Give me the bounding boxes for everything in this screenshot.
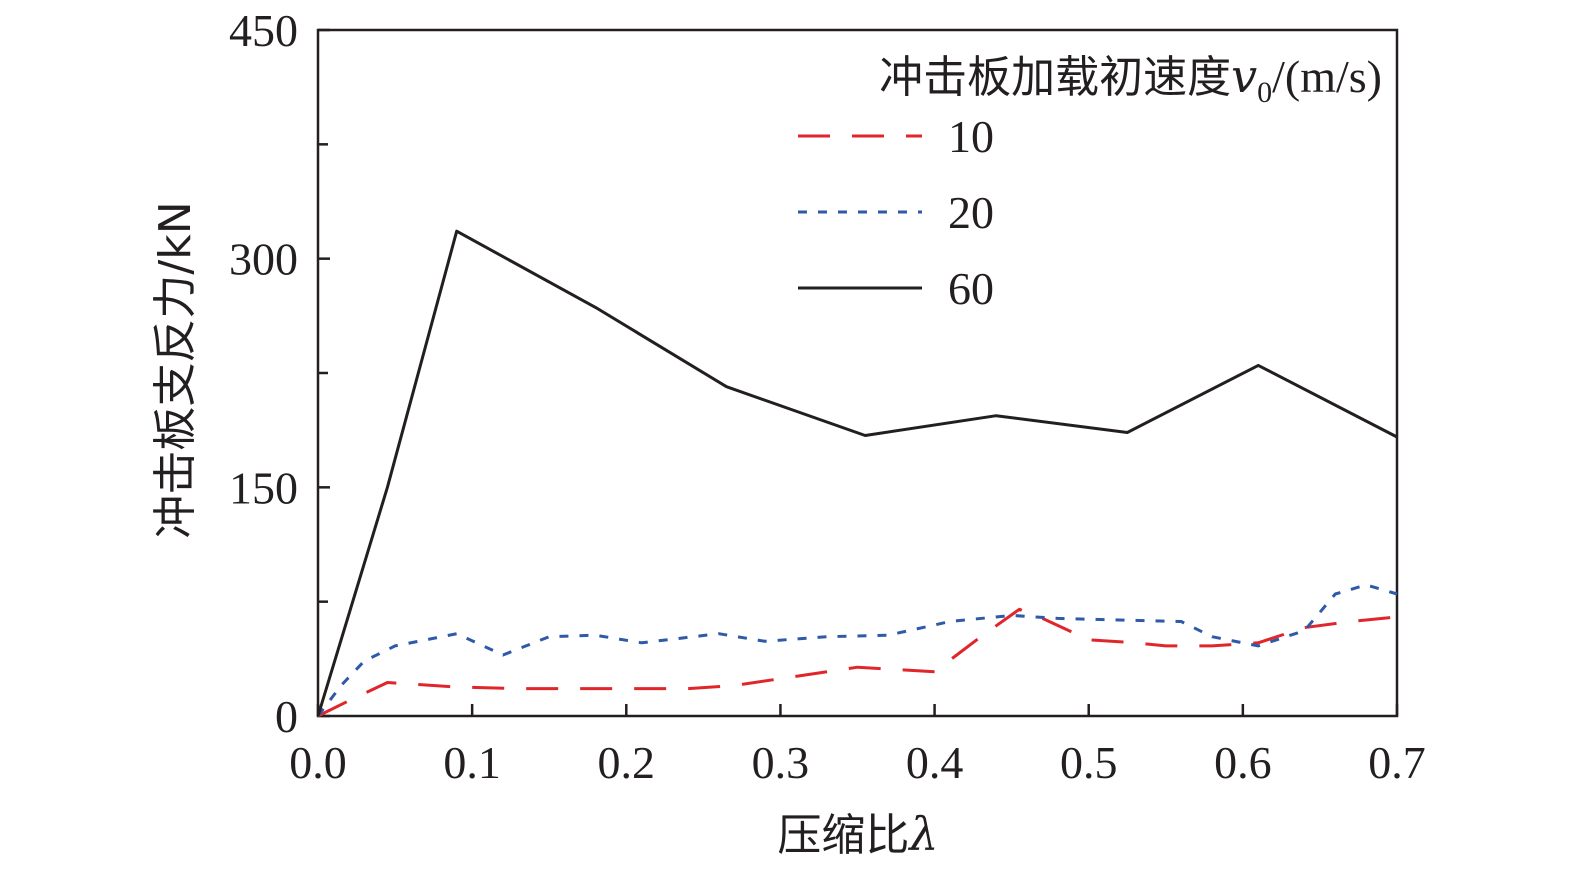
- x-tick-label: 0.1: [443, 737, 501, 788]
- legend-title: 冲击板加载初速度v0/(m/s): [879, 49, 1382, 109]
- series-line-60: [316, 229, 1398, 717]
- legend-label-60: 60: [948, 263, 994, 314]
- x-axis-title: 压缩比λ: [777, 807, 938, 861]
- series-line-20: [316, 583, 1398, 717]
- y-axis-title: 冲击板支反力/kN: [150, 201, 201, 538]
- legend-label-20: 20: [948, 187, 994, 238]
- y-tick-label: 0: [275, 691, 298, 742]
- x-tick-label: 0.2: [598, 737, 656, 788]
- tick-labels: 0.0 0.1 0.2 0.3 0.4 0.5 0.6 0.7 0 150 300 450: [229, 5, 1426, 788]
- x-tick-label: 0.3: [752, 737, 810, 788]
- legend: 冲击板加载初速度v0/(m/s) 10 20 60: [798, 49, 1382, 314]
- axes: [316, 28, 1399, 718]
- y-tick-label: 150: [229, 462, 298, 513]
- x-tick-label: 0.5: [1060, 737, 1118, 788]
- series-line-10: [317, 607, 1398, 718]
- y-tick-label: 450: [229, 5, 298, 56]
- x-tick-label: 0.4: [906, 737, 964, 788]
- legend-label-10: 10: [948, 111, 994, 162]
- plot-frame: [316, 28, 1399, 718]
- series-layer: [316, 229, 1398, 718]
- y-tick-label: 300: [229, 234, 298, 285]
- x-tick-label: 0.0: [289, 737, 347, 788]
- x-tick-label: 0.7: [1368, 737, 1426, 788]
- x-tick-label: 0.6: [1214, 737, 1272, 788]
